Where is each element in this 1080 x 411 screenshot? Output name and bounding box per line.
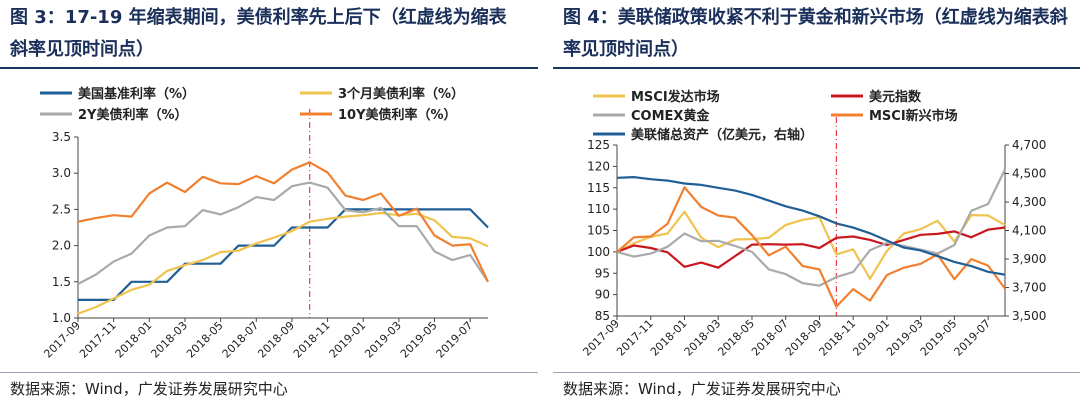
y-tick-label: 90 <box>595 288 610 302</box>
series-line-2 <box>616 168 1006 287</box>
figure-3-panel: 图 3：17-19 年缩表期间，美债利率先上后下（红虚线为缩表斜率见顶时间点） … <box>0 0 538 411</box>
figure-4-chart: 85 90 95 100 105 110 115 120 125 3,500 3,700 3,900 4… <box>580 89 1046 359</box>
figure-4-bottom-rule <box>553 372 1080 373</box>
x-tick-label: 2018-09 <box>255 319 297 361</box>
x-tick-label: 2017-11 <box>77 319 119 361</box>
legend-label-2: COMEX黄金 <box>631 108 710 124</box>
y-tick-label: 1.5 <box>52 275 71 289</box>
y-tick-label: 105 <box>587 224 610 238</box>
figure-4-title: 图 4：美联储政策收紧不利于黄金和新兴市场（红虚线为缩表斜率见顶时间点） <box>563 7 1068 60</box>
y-tick-label: 95 <box>595 266 610 280</box>
series-line-3 <box>616 186 1006 308</box>
series-line-1 <box>616 226 1006 269</box>
y-tick-label: 85 <box>595 309 610 323</box>
y-tick-label: 3.0 <box>52 166 71 180</box>
legend-label-0: 美国基准利率（%） <box>78 86 195 102</box>
y2-tick-label: 3,700 <box>1012 281 1046 295</box>
y-tick-label: 3.5 <box>52 130 71 144</box>
y2-tick-label: 3,900 <box>1012 252 1046 266</box>
y-tick-label: 1.0 <box>52 311 71 325</box>
x-tick-label: 2017-09 <box>41 319 83 361</box>
legend-label-3: MSCI新兴市场 <box>869 108 958 124</box>
legend-label-2: 2Y美债利率（%） <box>78 107 188 123</box>
y2-tick-label: 3,500 <box>1012 309 1046 323</box>
x-tick-label: 2019-01 <box>327 319 369 361</box>
y2-tick-label: 4,500 <box>1012 167 1046 181</box>
series-line-0 <box>616 210 1006 280</box>
figure-4-panel: 图 4：美联储政策收紧不利于黄金和新兴市场（红虚线为缩表斜率见顶时间点） 85 9… <box>553 0 1080 411</box>
x-tick-label: 2018-01 <box>113 319 155 361</box>
y-tick-label: 125 <box>587 138 610 152</box>
y2-tick-label: 4,300 <box>1012 195 1046 209</box>
legend-label-0: MSCI发达市场 <box>631 89 720 105</box>
series-line-1 <box>77 211 489 315</box>
figure-3-chart: 1.01.52.02.53.03.52017-092017-112018-012… <box>40 86 489 361</box>
x-tick-label: 2019-07 <box>434 319 476 361</box>
y-tick-label: 100 <box>587 245 610 259</box>
legend-label-1: 美元指数 <box>869 89 922 105</box>
x-tick-label: 2018-03 <box>148 319 190 361</box>
figure-4-source: 数据来源：Wind，广发证券发展研究中心 <box>563 380 841 398</box>
figure-3-bottom-rule <box>0 372 538 373</box>
x-tick-label: 2018-07 <box>220 319 262 361</box>
y-tick-label: 115 <box>587 181 610 195</box>
series-line-4 <box>616 176 1006 276</box>
figure-3-title: 图 3：17-19 年缩表期间，美债利率先上后下（红虚线为缩表斜率见顶时间点） <box>10 7 507 60</box>
figure-3-source: 数据来源：Wind，广发证券发展研究中心 <box>10 380 288 398</box>
y2-tick-label: 4,700 <box>1012 138 1046 152</box>
figure-4-title-rule <box>553 67 1080 69</box>
series-line-2 <box>77 181 489 285</box>
x-tick-label: 2018-05 <box>184 319 226 361</box>
y-tick-label: 120 <box>587 159 610 173</box>
x-tick-label: 2019-05 <box>398 319 440 361</box>
x-tick-label: 2018-11 <box>291 319 333 361</box>
y-tick-label: 110 <box>587 202 610 216</box>
y-tick-label: 2.5 <box>52 202 71 216</box>
x-tick-label: 2019-03 <box>362 319 404 361</box>
x-tick-label: 2019-07 <box>952 317 994 359</box>
y-tick-label: 2.0 <box>52 239 71 253</box>
figure-3-title-rule <box>0 67 538 69</box>
y2-tick-label: 4,100 <box>1012 224 1046 238</box>
series-line-0 <box>78 208 489 301</box>
legend-label-1: 3个月美债利率（%） <box>338 86 464 102</box>
legend-label-3: 10Y美债利率（%） <box>338 107 457 123</box>
legend-label-4: 美联储总资产（亿美元，右轴） <box>631 127 813 143</box>
series-line-3 <box>77 161 489 283</box>
